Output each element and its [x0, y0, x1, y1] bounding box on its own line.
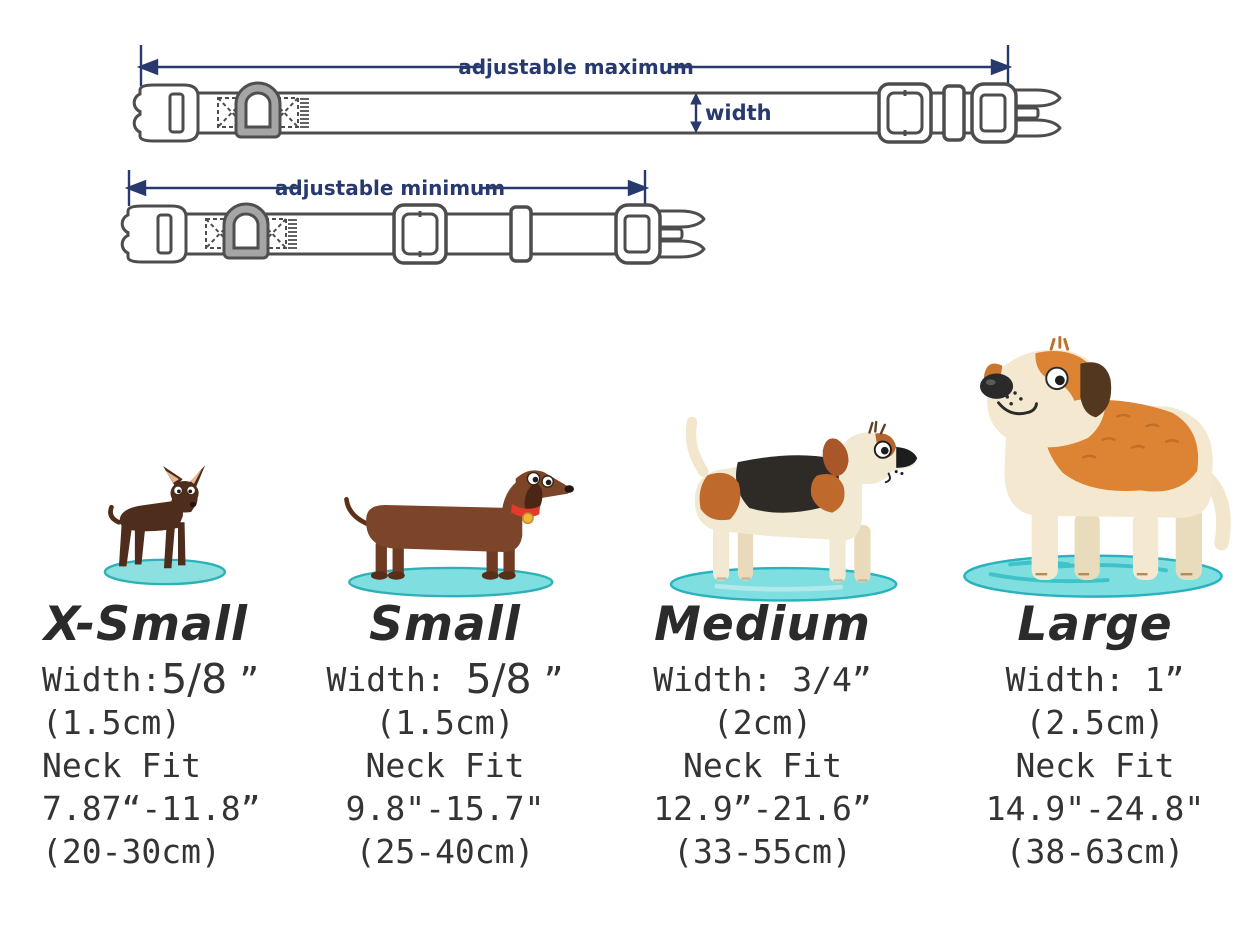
width-dimension-arrow — [690, 92, 702, 134]
beagle-body — [685, 416, 918, 583]
width-unit: ” — [239, 660, 260, 699]
width-label: width — [705, 101, 772, 125]
neck-fit-label: Neck Fit — [683, 746, 842, 785]
size-title: Small — [369, 597, 521, 652]
width-value: 5/8 — [465, 655, 532, 703]
size-title: Large — [1017, 597, 1173, 652]
collar-technical-diagram: adjustable maximum width — [120, 45, 1062, 265]
beagle-illustration — [669, 416, 918, 602]
width-value: 3/4 — [792, 660, 852, 699]
neck-fit-range: 9.8"-15.7" — [345, 789, 545, 828]
dachshund-body — [344, 470, 574, 580]
width-metric: (1.5cm) — [42, 703, 182, 742]
size-column-large: Large Width: 1” (2.5cm) Neck Fit 14.9"-2… — [940, 596, 1249, 873]
width-spec: Width: 3/4” — [610, 658, 915, 701]
female-buckle-icon — [120, 204, 188, 264]
neck-fit-range: 12.9”-21.6” — [653, 789, 872, 828]
size-column-medium: Medium Width: 3/4” (2cm) Neck Fit 12.9”-… — [610, 596, 915, 873]
male-buckle-icon — [614, 203, 706, 265]
max-collar-strap — [194, 91, 982, 135]
width-metric: (2.5cm) — [1025, 703, 1165, 742]
width-spec-label: Width: — [1005, 660, 1145, 699]
d-ring-icon — [229, 209, 263, 253]
large-dog-body — [979, 336, 1231, 581]
width-value: 5/8 — [161, 655, 228, 703]
dachshund-illustration — [344, 470, 574, 598]
neck-fit-range: 7.87“-11.8” — [42, 789, 261, 828]
large-dog-illustration — [963, 336, 1231, 598]
woven-label-icon — [287, 219, 298, 249]
width-spec-label: Width: — [653, 660, 793, 699]
width-unit: ” — [851, 660, 872, 699]
d-ring-icon — [241, 88, 275, 132]
adjustable-maximum-diagram: adjustable maximum width — [132, 45, 1062, 144]
size-column-xsmall: X-Small Width:5/8 ” (1.5cm) Neck Fit 7.87… — [40, 596, 320, 873]
size-column-small: Small Width: 5/8 ” (1.5cm) Neck Fit 9.8"-… — [300, 596, 590, 873]
width-spec: Width:5/8 ” — [42, 658, 320, 701]
size-title: X-Small — [44, 597, 248, 652]
neck-fit-range: 14.9"-24.8" — [985, 789, 1205, 828]
neck-fit-label: Neck Fit — [42, 746, 201, 785]
neck-fit-label: Neck Fit — [1015, 746, 1175, 785]
width-unit: ” — [1164, 660, 1185, 699]
width-spec: Width: 5/8 ” — [300, 658, 590, 701]
width-metric: (1.5cm) — [375, 703, 515, 742]
width-spec: Width: 1” — [940, 658, 1249, 701]
adjustable-minimum-diagram: adjustable minimum — [120, 170, 706, 265]
width-spec-label: Width: — [42, 660, 162, 699]
male-buckle-icon — [970, 82, 1062, 144]
neck-fit-metric: (33-55cm) — [673, 832, 852, 871]
tri-glide-slider-icon — [877, 82, 933, 144]
width-unit: ” — [543, 660, 564, 699]
neck-fit-metric: (38-63cm) — [1005, 832, 1185, 871]
woven-label-icon — [299, 98, 310, 128]
tri-glide-slider-icon — [392, 203, 448, 265]
neck-fit-label: Neck Fit — [365, 746, 525, 785]
adjustable-maximum-label: adjustable maximum — [458, 55, 694, 79]
chihuahua-body — [108, 465, 206, 569]
max-dimension-arrow — [136, 45, 1013, 88]
red-collar — [510, 504, 541, 518]
female-buckle-icon — [132, 83, 200, 143]
width-value: 1 — [1144, 660, 1165, 699]
neck-fit-metric: (25-40cm) — [355, 832, 535, 871]
width-spec-label: Width: — [326, 660, 466, 699]
size-title: Medium — [654, 597, 871, 652]
keeper-loop-icon — [942, 84, 966, 142]
adjustable-minimum-label: adjustable minimum — [275, 176, 505, 200]
neck-fit-metric: (20-30cm) — [42, 832, 221, 871]
collar-tag — [522, 512, 534, 525]
width-metric: (2cm) — [712, 703, 813, 742]
keeper-loop-icon — [509, 205, 533, 263]
chihuahua-illustration — [103, 465, 227, 586]
